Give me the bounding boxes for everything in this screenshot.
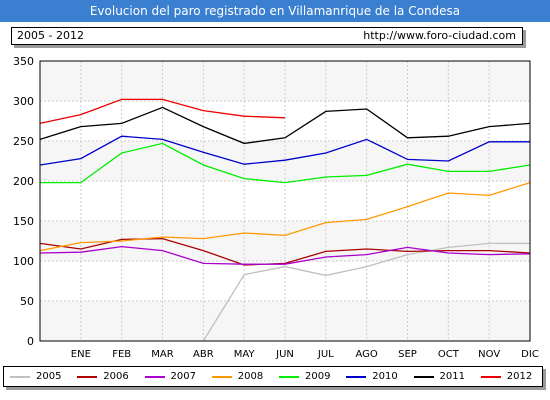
plot-border: [39, 60, 531, 342]
x-tick-label: DIC: [521, 349, 539, 360]
legend-label: 2007: [170, 371, 196, 382]
legend-label: 2006: [103, 371, 129, 382]
series-line-2006: [39, 237, 531, 266]
y-tick-label: 350: [13, 55, 34, 68]
x-tick-label: MAR: [151, 349, 173, 360]
legend-swatch: [10, 376, 30, 378]
series-line-2008: [39, 181, 531, 252]
legend-swatch: [144, 376, 165, 378]
x-tick-label: NOV: [478, 349, 500, 360]
x-tick-label: ENE: [71, 349, 91, 360]
y-tick-label: 250: [13, 135, 34, 148]
info-bar: 2005 - 2012 http://www.foro-ciudad.com: [11, 27, 523, 45]
y-tick-label: 50: [20, 295, 34, 308]
x-tick-label: JUL: [317, 349, 334, 360]
legend-swatch: [346, 376, 367, 378]
x-tick-label: SEP: [398, 349, 417, 360]
legend-label: 2005: [36, 371, 62, 382]
legend-swatch: [480, 376, 501, 378]
y-tick-label: 300: [13, 95, 34, 108]
x-tick-label: JUN: [275, 349, 294, 360]
y-axis: 0 50 100 150 200 250 300 350: [13, 55, 34, 348]
source-url: http://www.foro-ciudad.com: [363, 29, 516, 42]
chart-grid: [40, 60, 531, 342]
chart-title: Evolucion del paro registrado en Villama…: [0, 0, 550, 22]
series-lines: [39, 98, 531, 342]
x-tick-label: MAY: [234, 349, 256, 360]
legend-swatch: [279, 376, 299, 378]
year-range: 2005 - 2012: [17, 29, 84, 42]
x-tick-label: AGO: [356, 349, 378, 360]
chart-legend: 2005 2006 2007 2008 2009 2010 2011 2012: [3, 366, 543, 387]
y-tick-label: 0: [27, 335, 34, 348]
series-line-2005: [202, 242, 530, 342]
y-tick-label: 200: [13, 175, 34, 188]
legend-label: 2009: [305, 371, 331, 382]
series-line-2009: [40, 142, 531, 184]
legend-label: 2008: [237, 371, 264, 382]
x-axis: ENE FEB MAR ABR MAY JUN JUL AGO SEP OCT NOV DIC: [71, 349, 539, 360]
legend-label: 2012: [506, 371, 533, 382]
series-line-2011: [39, 106, 531, 145]
x-tick-label: FEB: [112, 349, 131, 360]
legend-label: 2010: [372, 371, 398, 382]
series-line-2007: [39, 245, 531, 265]
y-tick-label: 150: [13, 215, 34, 228]
legend-label: 2011: [439, 371, 465, 382]
legend-swatch: [211, 376, 232, 378]
x-tick-label: ABR: [193, 349, 214, 360]
series-line-2010: [39, 135, 530, 166]
legend-swatch: [413, 376, 434, 378]
series-line-2012: [39, 98, 286, 125]
legend-swatch: [77, 376, 98, 378]
y-tick-label: 100: [13, 255, 34, 268]
x-tick-label: OCT: [438, 349, 460, 360]
